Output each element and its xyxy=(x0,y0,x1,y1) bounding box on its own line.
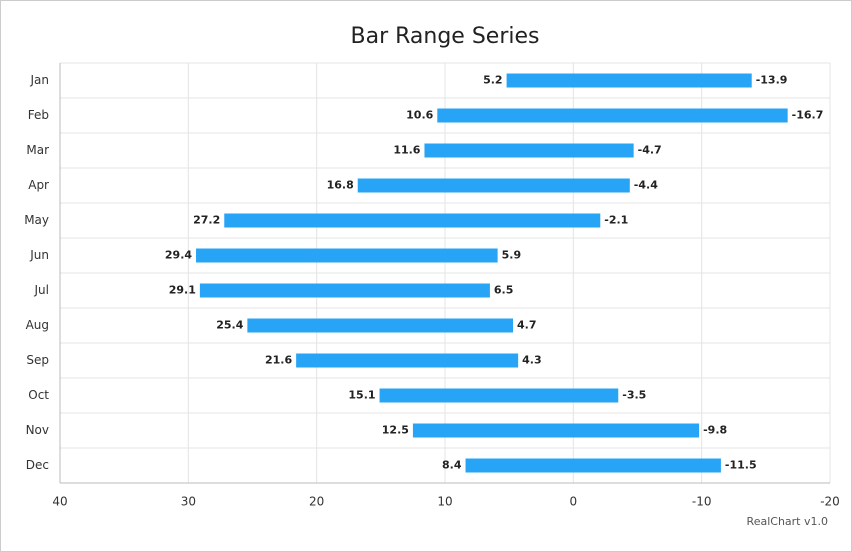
value-label: 10.6 xyxy=(406,109,433,122)
value-label: -9.8 xyxy=(703,424,727,437)
x-tick-label: 20 xyxy=(309,495,324,509)
value-label: 27.2 xyxy=(193,214,220,227)
x-tick-label: 40 xyxy=(52,495,67,509)
value-label: -3.5 xyxy=(622,389,646,402)
value-label: 29.1 xyxy=(169,284,196,297)
value-label: 4.7 xyxy=(517,319,537,332)
value-label: -2.1 xyxy=(604,214,628,227)
value-label: 8.4 xyxy=(442,459,462,472)
value-label: 6.5 xyxy=(494,284,513,297)
y-tick-label: Feb xyxy=(28,108,49,122)
bar xyxy=(424,143,634,158)
value-label: 21.6 xyxy=(265,354,292,367)
x-tick-label: -10 xyxy=(692,495,712,509)
bar xyxy=(437,108,788,123)
x-tick-label: -20 xyxy=(820,495,840,509)
chart-title: Bar Range Series xyxy=(351,24,540,49)
value-label: 29.4 xyxy=(165,249,192,262)
bar xyxy=(379,388,619,403)
x-tick-label: 30 xyxy=(181,495,196,509)
x-tick-label: 0 xyxy=(570,495,578,509)
x-tick-label: 10 xyxy=(437,495,452,509)
bar xyxy=(199,283,490,298)
y-tick-label: Mar xyxy=(26,143,49,157)
value-label: 25.4 xyxy=(216,319,243,332)
bar xyxy=(412,423,700,438)
value-label: 11.6 xyxy=(393,144,420,157)
value-label: 16.8 xyxy=(327,179,354,192)
credit: RealChart v1.0 xyxy=(747,515,828,528)
value-label: 15.1 xyxy=(348,389,375,402)
bar xyxy=(196,248,498,263)
value-label: -4.4 xyxy=(634,179,658,192)
bar xyxy=(296,353,519,368)
value-label: -16.7 xyxy=(792,109,824,122)
value-label: -11.5 xyxy=(725,459,757,472)
y-tick-label: Aug xyxy=(26,318,49,332)
y-tick-label: Jul xyxy=(34,283,49,297)
y-tick-label: Nov xyxy=(26,423,49,437)
bar xyxy=(224,213,601,228)
value-label: -4.7 xyxy=(638,144,662,157)
bar xyxy=(465,458,721,473)
bar xyxy=(247,318,514,333)
y-tick-label: Jun xyxy=(29,248,49,262)
bar xyxy=(506,73,752,88)
y-tick-label: Apr xyxy=(28,178,49,192)
value-label: 5.9 xyxy=(502,249,522,262)
y-tick-label: Oct xyxy=(28,388,49,402)
y-tick-label: May xyxy=(24,213,49,227)
value-label: 5.2 xyxy=(483,74,503,87)
value-label: -13.9 xyxy=(756,74,788,87)
value-label: 4.3 xyxy=(522,354,542,367)
y-tick-label: Jan xyxy=(30,73,50,87)
bar xyxy=(357,178,630,193)
value-label: 12.5 xyxy=(382,424,409,437)
y-tick-label: Sep xyxy=(26,353,49,367)
y-tick-label: Dec xyxy=(26,458,49,472)
